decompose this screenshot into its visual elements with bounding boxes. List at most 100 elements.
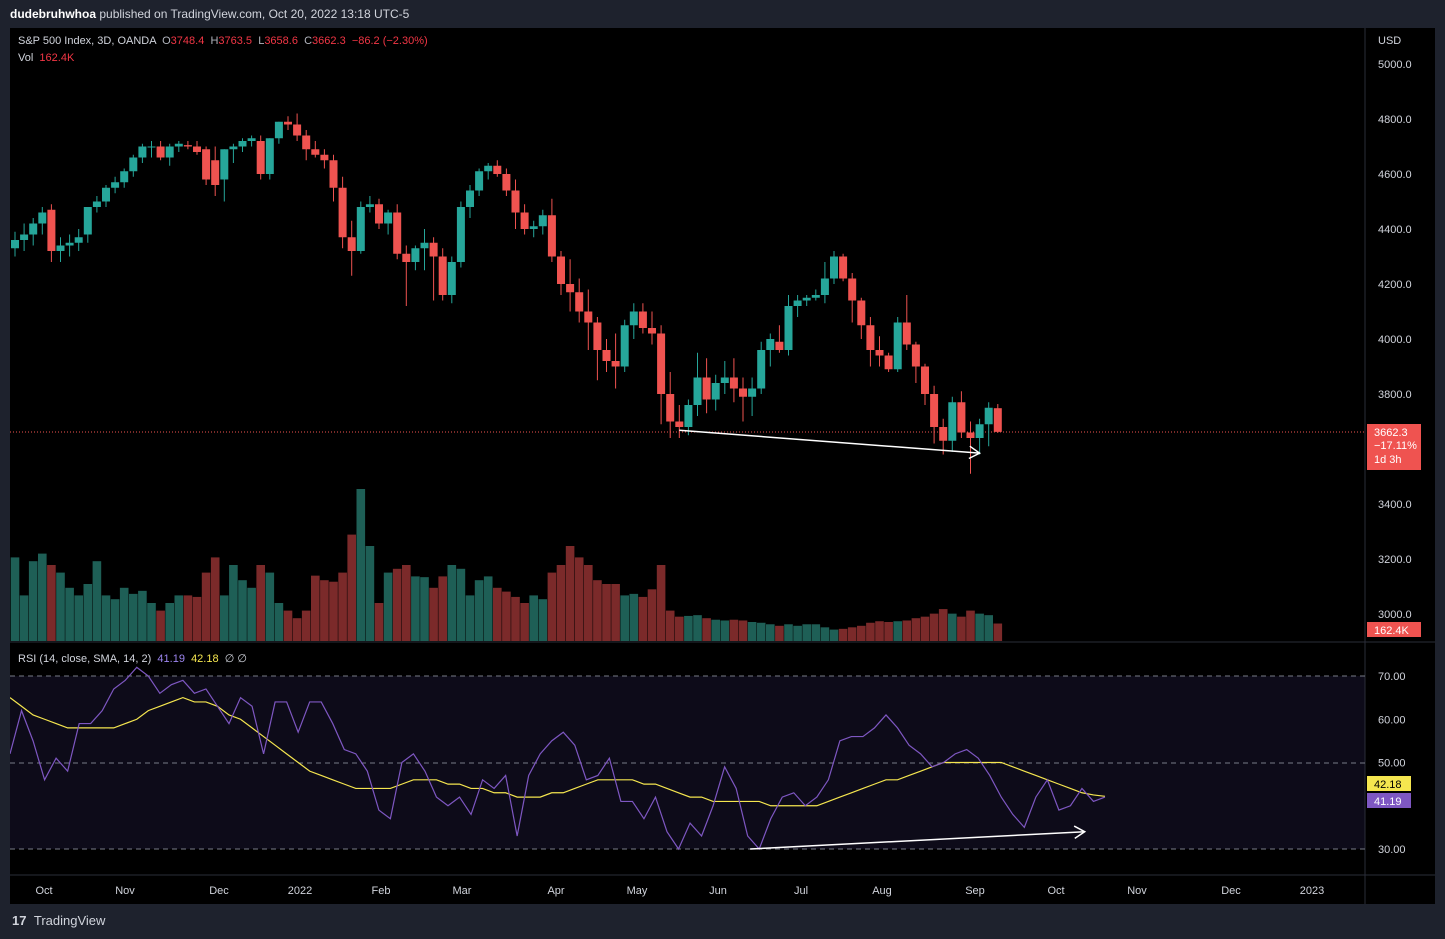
volume-bar (975, 613, 984, 641)
volume-bar (38, 553, 47, 641)
candle-body (293, 124, 302, 136)
chart-area[interactable]: USD 5000.0 4800.0 4600.0 4400.0 4200.0 4000.0… (10, 28, 1435, 904)
candle-body (284, 121, 292, 125)
bar-time-left: 1d 3h (1374, 454, 1402, 466)
time-tick-label: Mar (453, 885, 472, 897)
time-tick-label: 2023 (1300, 885, 1324, 897)
time-tick-label: Feb (372, 885, 391, 897)
volume-bar (948, 613, 957, 641)
rsi-tag-bg (1367, 793, 1411, 808)
volume-bar (866, 622, 875, 641)
volume-bar (675, 616, 684, 641)
time-tick-label: Oct (35, 885, 52, 897)
volume-bar (529, 595, 538, 641)
volume-label[interactable]: Vol (18, 52, 34, 64)
volume-bar (638, 596, 648, 641)
volume-bar (156, 610, 165, 641)
volume-bar (238, 580, 247, 641)
candle-body (529, 226, 538, 229)
trendline-arrowhead (968, 445, 982, 460)
candle-body (475, 171, 484, 191)
rsi-empty-values: ∅ ∅ (224, 653, 247, 665)
volume-bar (993, 623, 1003, 641)
volume-bar (220, 595, 229, 641)
time-tick-label: Jul (794, 885, 808, 897)
rsi-sma-tag: 42.18 (1374, 779, 1402, 791)
price-tick-label: 4600.0 (1378, 169, 1412, 181)
volume-bar (229, 565, 238, 641)
candle-body (538, 215, 547, 227)
volume-bar (438, 576, 447, 641)
candle-body (466, 190, 474, 207)
candle-body (966, 432, 975, 438)
price-tick-label: 4800.0 (1378, 114, 1412, 126)
volume-bar (320, 580, 329, 641)
candle-body (111, 182, 120, 188)
volume-bar (665, 610, 675, 641)
rsi-sma-tag-bg (1367, 776, 1411, 791)
volume-bar (884, 622, 893, 641)
last-price-value: 3662.3 (1374, 427, 1408, 439)
trendline[interactable] (750, 830, 1085, 850)
volume-tag-value: 162.4K (1374, 625, 1410, 637)
price-tick-label: 3000.0 (1378, 609, 1412, 621)
volume-bar (183, 595, 193, 641)
price-axis-currency: USD (1378, 35, 1401, 47)
candle-body (921, 366, 929, 394)
volume-bar (210, 557, 220, 641)
candle-body (693, 377, 702, 405)
candle-body (748, 388, 757, 397)
volume-bar (520, 603, 529, 641)
volume-bar (693, 615, 702, 641)
candle-body (793, 300, 802, 306)
volume-bar (584, 565, 593, 641)
volume-bar (847, 627, 857, 641)
trendline-arrowhead (1073, 825, 1087, 840)
volume-bar (483, 576, 493, 641)
candle-body (83, 207, 92, 235)
candle-body (220, 149, 229, 180)
candle-body (820, 278, 829, 295)
trendline[interactable] (679, 429, 980, 454)
volume-bar (547, 572, 557, 641)
rsi-tick-label: 30.00 (1378, 844, 1406, 856)
volume-bar (147, 603, 156, 641)
candle-body (666, 394, 675, 422)
candle-body (939, 427, 948, 441)
volume-bar (311, 575, 320, 641)
candle-body (511, 190, 520, 213)
candle-body (757, 350, 766, 389)
time-tick-label: Oct (1047, 885, 1064, 897)
tradingview-logo-icon[interactable]: 17 (12, 913, 27, 928)
last-price-tag-bg (1367, 424, 1421, 470)
volume-bars (10, 489, 1003, 641)
candle-body (557, 256, 565, 284)
author-name[interactable]: dudebruhwhoa (10, 7, 96, 21)
candle-body (338, 187, 347, 238)
volume-bar (83, 584, 93, 641)
volume-bar (793, 625, 802, 641)
rsi-tick-label: 60.00 (1378, 714, 1406, 726)
rsi-value: 41.19 (157, 653, 185, 665)
candle-body (402, 253, 411, 262)
volume-bar (192, 596, 202, 641)
time-tick-label: Jun (709, 885, 727, 897)
footer-brand[interactable]: TradingView (33, 913, 106, 928)
volume-bar (820, 627, 830, 641)
candle-body (420, 242, 429, 249)
volume-tag-bg (1367, 622, 1421, 637)
symbol-title[interactable]: S&P 500 Index, 3D, OANDA (18, 35, 156, 47)
candle-body (566, 284, 575, 293)
volume-bar (711, 619, 720, 641)
candle-body (684, 405, 693, 427)
price-tick-label: 3800.0 (1378, 389, 1412, 401)
rsi-line (10, 666, 1106, 851)
rsi-indicator-label[interactable]: RSI (14, close, SMA, 14, 2) (18, 653, 152, 665)
volume-bar (611, 584, 620, 641)
trendlines (679, 429, 1087, 850)
high-value: 3763.5 (218, 35, 253, 47)
candle-body (520, 212, 529, 229)
chart-svg[interactable]: USD 5000.0 4800.0 4600.0 4400.0 4200.0 4000.0… (10, 28, 1435, 904)
volume-bar (647, 589, 657, 641)
candle-body (593, 322, 602, 350)
